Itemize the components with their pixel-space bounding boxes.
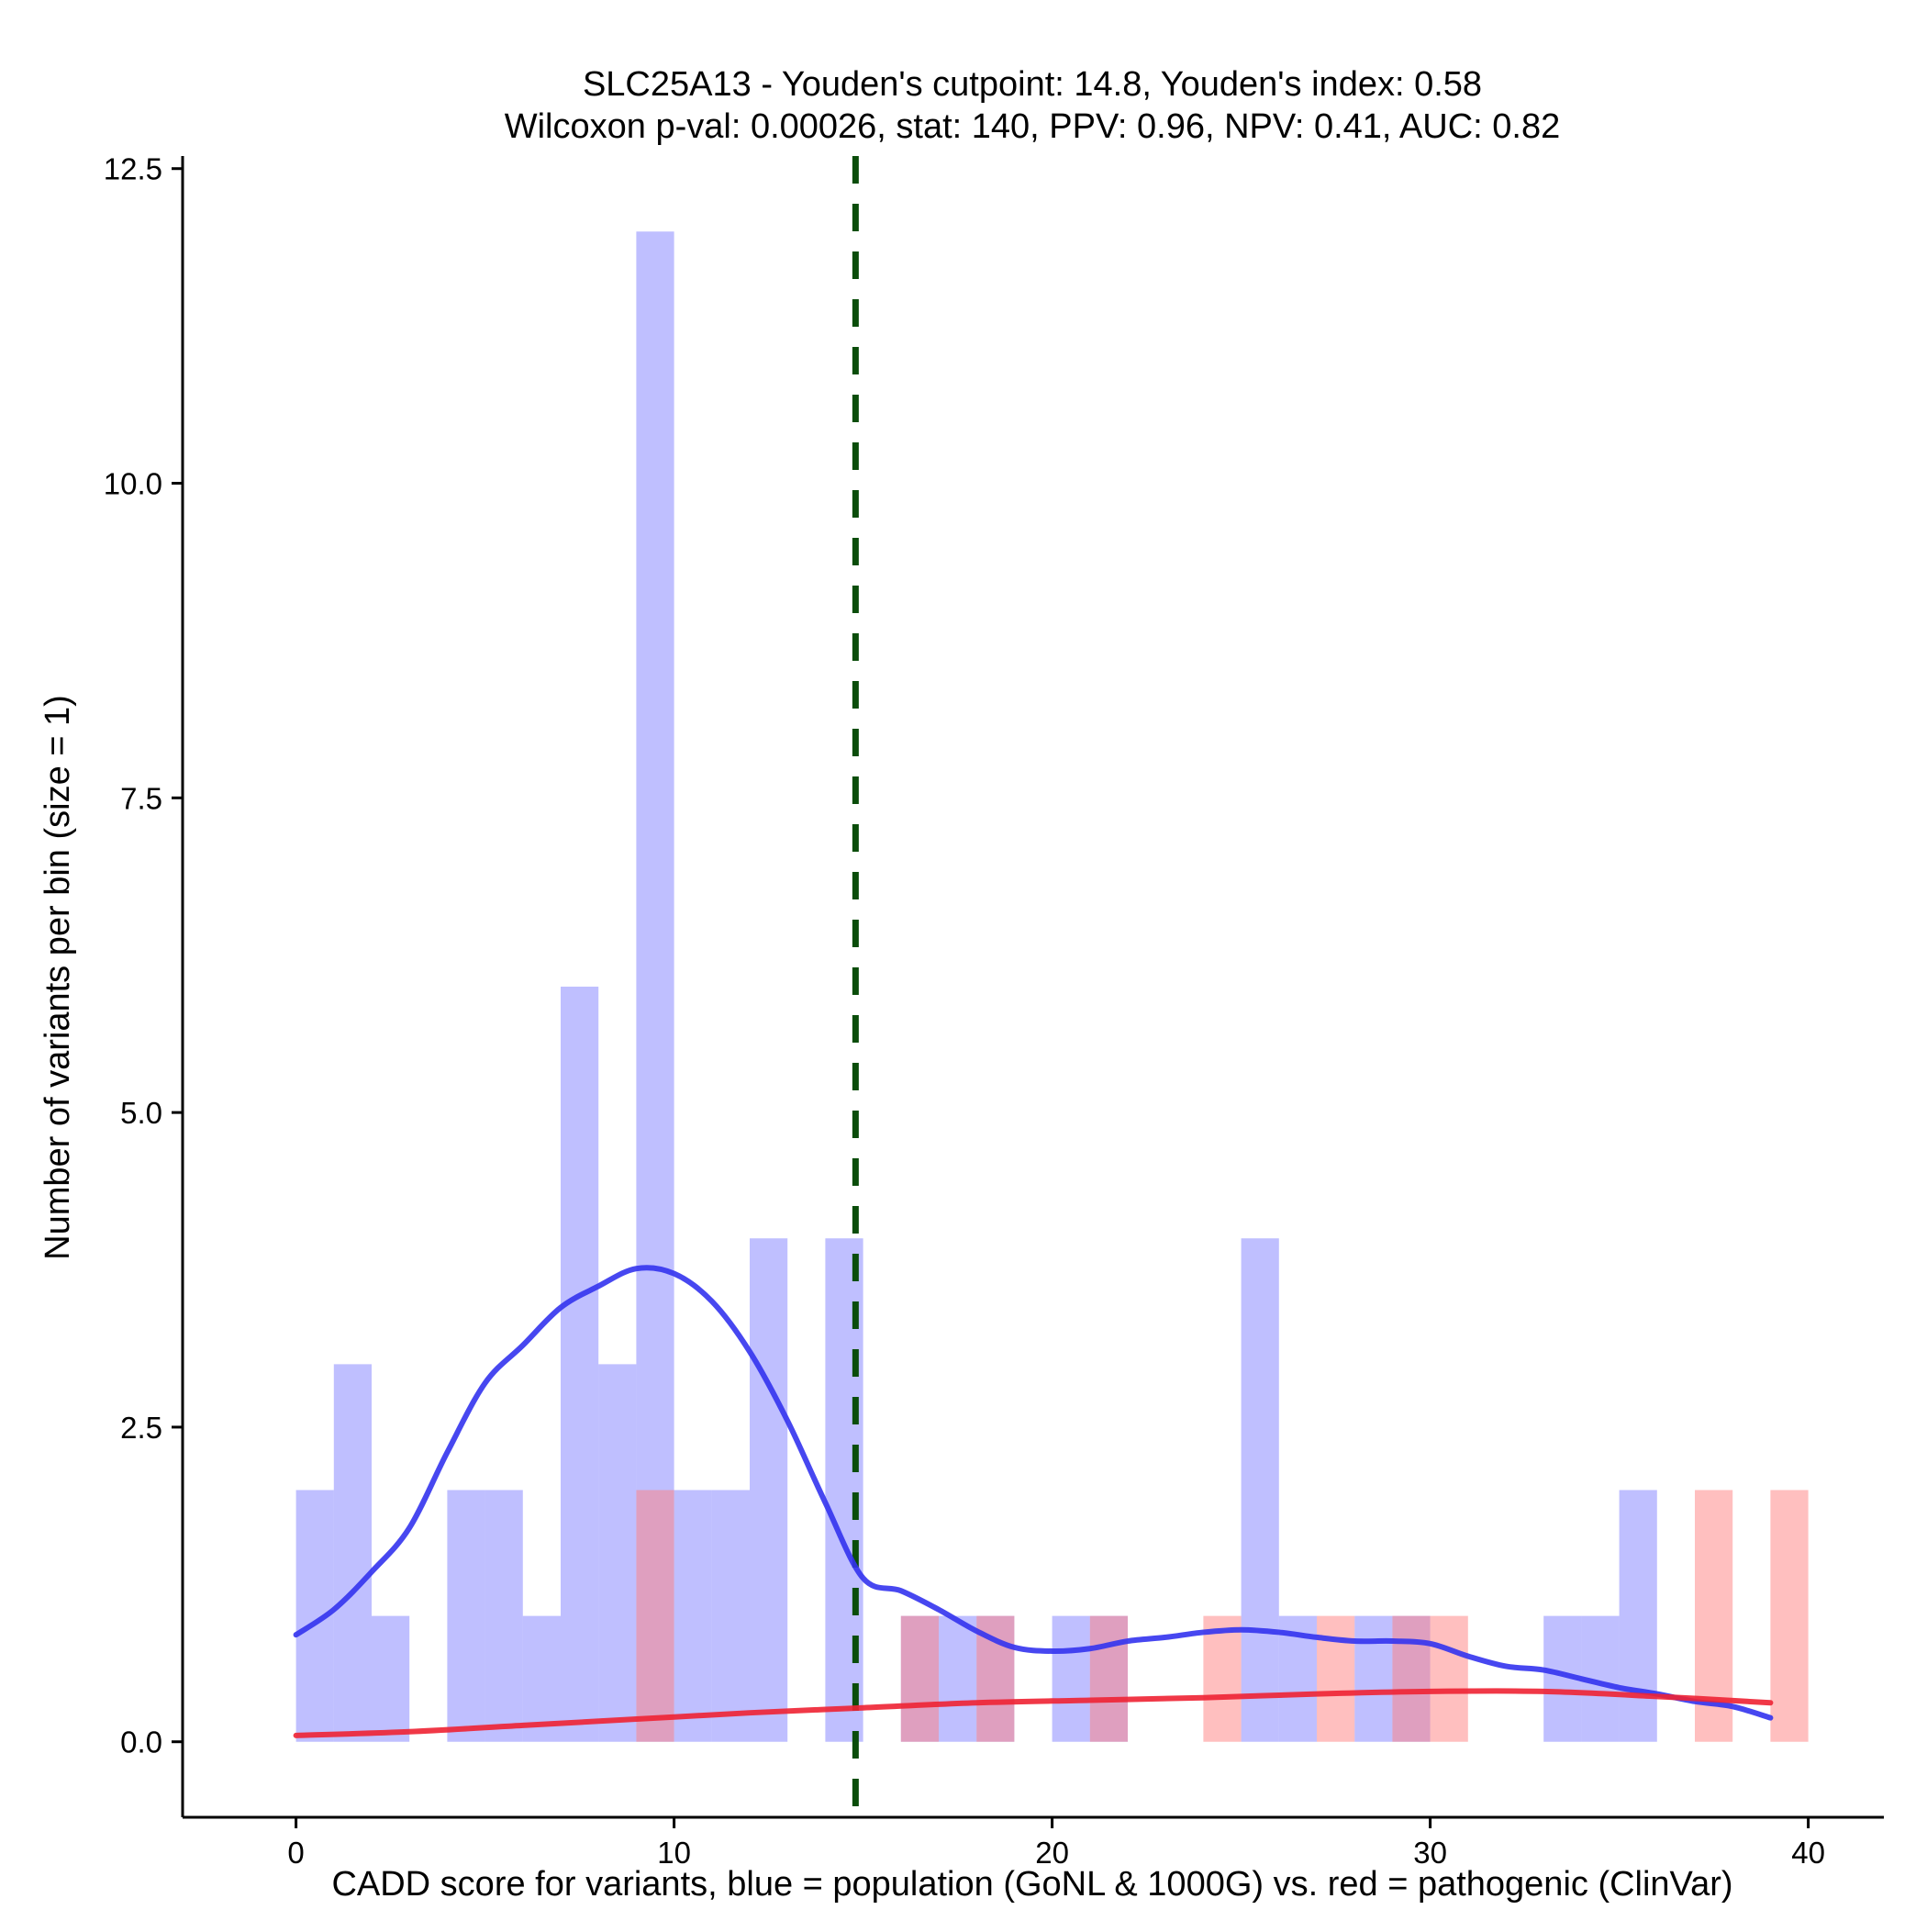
pathogenic-bar <box>636 1490 674 1742</box>
y-axis-label: Number of variants per bin (size = 1) <box>39 695 77 1260</box>
population-bar <box>939 1615 977 1742</box>
population-bar <box>598 1364 637 1742</box>
pathogenic-bar <box>1392 1615 1431 1742</box>
chart-title-line2: Wilcoxon p-val: 0.00026, stat: 140, PPV:… <box>505 107 1560 146</box>
population-bar <box>711 1490 750 1742</box>
y-tick-label: 2.5 <box>120 1411 162 1445</box>
population-bar <box>485 1490 523 1742</box>
population-bar <box>1052 1615 1090 1742</box>
x-tick-label: 40 <box>1791 1836 1825 1870</box>
pathogenic-bar <box>1430 1615 1468 1742</box>
y-tick-label: 0.0 <box>120 1725 162 1759</box>
population-bar <box>561 987 599 1742</box>
pathogenic-bar <box>1203 1615 1242 1742</box>
bars-layer <box>295 231 1809 1742</box>
density-lines-layer <box>293 156 1774 1817</box>
y-tick-label: 7.5 <box>120 781 162 815</box>
population-bar <box>333 1364 372 1742</box>
population-bar <box>674 1490 712 1742</box>
population-bar <box>372 1615 410 1742</box>
population-bar <box>1241 1238 1279 1742</box>
x-tick-label: 0 <box>287 1836 304 1870</box>
y-tick-label: 5.0 <box>120 1096 162 1130</box>
population-density-line <box>293 1265 1774 1721</box>
population-bar <box>750 1238 788 1742</box>
population-bar <box>522 1615 561 1742</box>
axes-layer: 0.0 2.5 5.0 7.5 10.0 12.5 0 10 20 30 40 <box>104 152 1884 1870</box>
population-bar <box>447 1490 485 1742</box>
chart-title-line1: SLC25A13 - Youden's cutpoint: 14.8, Youd… <box>583 65 1482 104</box>
y-tick-label: 12.5 <box>104 152 162 186</box>
y-tick-label: 10.0 <box>104 467 162 501</box>
pathogenic-bar <box>1317 1615 1355 1742</box>
x-tick-label: 20 <box>1035 1836 1069 1870</box>
population-bar <box>1354 1615 1393 1742</box>
pathogenic-bar <box>900 1615 939 1742</box>
pathogenic-density-line <box>293 1688 1774 1738</box>
x-tick-label: 10 <box>657 1836 691 1870</box>
population-bar <box>1619 1490 1657 1742</box>
x-tick-label: 30 <box>1413 1836 1447 1870</box>
x-axis-label: CADD score for variants, blue = populati… <box>331 1865 1732 1904</box>
pathogenic-bar <box>1089 1615 1128 1742</box>
pathogenic-bar <box>1770 1490 1809 1742</box>
